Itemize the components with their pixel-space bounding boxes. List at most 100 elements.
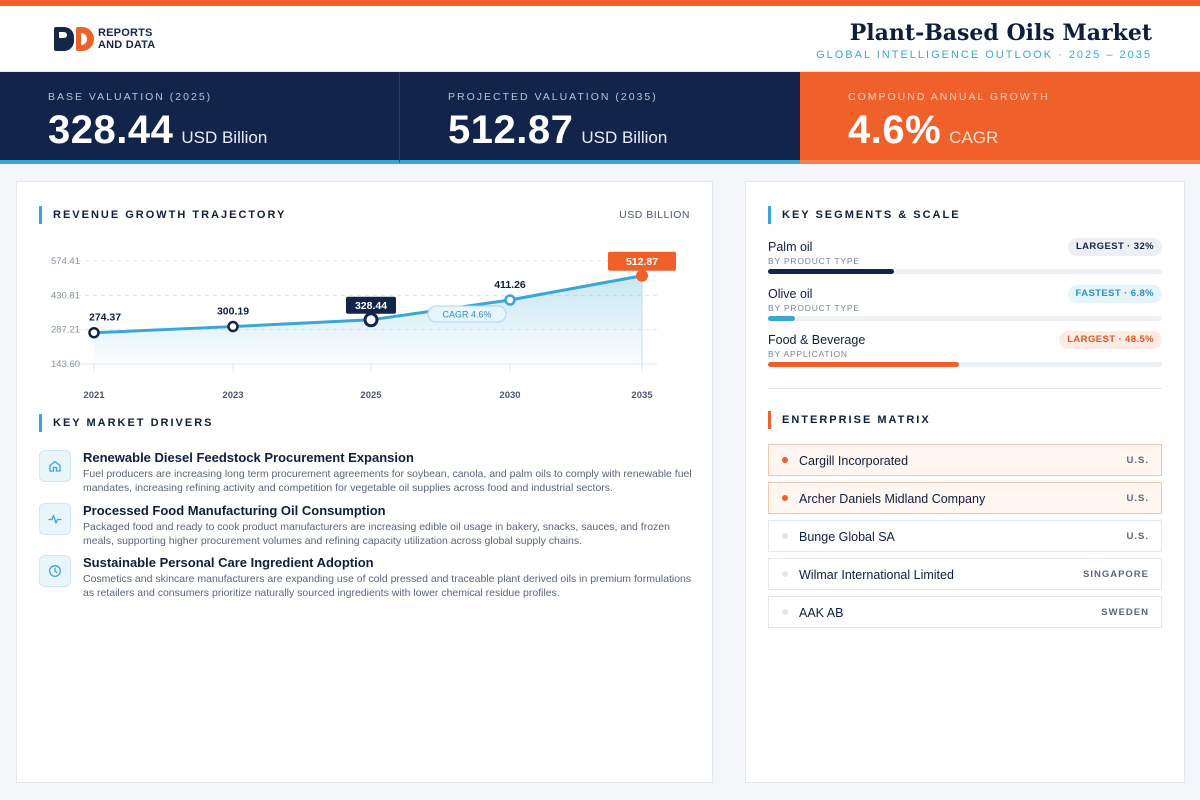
status-dot-icon	[782, 457, 788, 463]
data-label-badge	[608, 251, 676, 271]
pulse-icon	[39, 503, 71, 535]
enterprise-country: U.S.	[1126, 455, 1149, 466]
x-tick-label: 2025	[360, 390, 382, 401]
logo-text: REPORTS AND DATA	[98, 27, 156, 51]
header: REPORTS AND DATA Plant-Based Oils Market…	[0, 6, 1200, 72]
x-tick-label: 2023	[222, 390, 243, 401]
status-dot-icon	[782, 533, 788, 539]
page-title: Plant-Based Oils Market	[849, 20, 1152, 46]
segment-category: BY PRODUCT TYPE	[768, 256, 860, 266]
status-dot-icon	[782, 495, 788, 501]
x-tick-label: 2035	[631, 390, 653, 401]
stat-value: 512.87 USD Billion	[448, 108, 668, 152]
data-label: 300.19	[217, 306, 249, 318]
segment-bar-track	[768, 269, 1162, 274]
segment-category: BY APPLICATION	[768, 349, 848, 359]
data-label-badge	[346, 296, 396, 314]
enterprise-name: AAK AB	[799, 606, 844, 620]
enterprise-country: U.S.	[1126, 493, 1149, 504]
stat-unit: CAGR	[949, 128, 999, 147]
section-divider	[768, 388, 1162, 389]
stat-base-valuation: BASE VALUATION (2025) 328.44 USD Billion	[0, 72, 400, 164]
cagr-annotation-pill	[427, 305, 507, 323]
logo-mark-icon	[54, 27, 94, 51]
driver-title: Processed Food Manufacturing Oil Consump…	[83, 503, 386, 518]
segment-badge: FASTEST · 6.8%	[1067, 285, 1162, 303]
clock-icon	[39, 555, 71, 587]
stat-unit: USD Billion	[181, 128, 268, 147]
data-point	[636, 269, 648, 282]
stats-banner: BASE VALUATION (2025) 328.44 USD Billion …	[0, 72, 1200, 164]
status-dot-icon	[782, 571, 788, 577]
data-point	[363, 312, 379, 328]
driver-title: Sustainable Personal Care Ingredient Ado…	[83, 555, 374, 570]
stat-projected-valuation: PROJECTED VALUATION (2035) 512.87 USD Bil…	[400, 72, 800, 164]
drivers-section-title: KEY MARKET DRIVERS	[39, 414, 213, 432]
x-tick-label: 2030	[499, 390, 520, 401]
enterprise-row[interactable]: Bunge Global SA U.S.	[768, 520, 1162, 552]
page-subtitle: GLOBAL INTELLIGENCE OUTLOOK · 2025 – 203…	[816, 49, 1152, 61]
segment-item: Food & Beverage BY APPLICATION LARGEST · 4…	[768, 331, 1162, 373]
driver-description: Packaged food and ready to cook product …	[83, 521, 670, 547]
enterprise-row[interactable]: Wilmar International Limited SINGAPORE	[768, 558, 1162, 590]
enterprise-country: SWEDEN	[1101, 607, 1149, 618]
chart-section-title: REVENUE GROWTH TRAJECTORY	[39, 206, 286, 224]
right-card: KEY SEGMENTS & SCALE Palm oil BY PRODUCT …	[745, 181, 1185, 783]
segment-item: Olive oil BY PRODUCT TYPE FASTEST · 6.8%	[768, 285, 1162, 327]
cagr-annotation-text: CAGR 4.6%	[442, 310, 491, 320]
revenue-line-chart: 143.60 287.21 430.81 574.41 2021 2023 2025 2030…	[51, 251, 676, 401]
segment-bar-fill	[768, 269, 895, 274]
brand-logo[interactable]: REPORTS AND DATA	[54, 26, 155, 52]
stat-label: BASE VALUATION (2025)	[48, 91, 213, 103]
data-label: 411.26	[494, 279, 526, 291]
data-point	[227, 320, 239, 333]
stat-value: 4.6% CAGR	[848, 108, 999, 152]
x-tick-label: 2021	[83, 390, 105, 401]
segment-badge: LARGEST · 32%	[1067, 238, 1162, 256]
enterprise-name: Archer Daniels Midland Company	[799, 492, 986, 506]
data-point	[504, 294, 516, 306]
driver-title: Renewable Diesel Feedstock Procurement E…	[83, 450, 414, 465]
segment-bar-track	[768, 362, 1162, 367]
y-tick-label: 287.21	[51, 325, 80, 336]
segment-item: Palm oil BY PRODUCT TYPE LARGEST · 32%	[768, 238, 1162, 280]
stat-value: 328.44 USD Billion	[48, 108, 268, 152]
data-label: 274.37	[89, 312, 121, 324]
status-dot-icon	[782, 609, 788, 615]
stat-unit: USD Billion	[581, 128, 668, 147]
y-tick-label: 430.81	[51, 290, 80, 301]
enterprise-row[interactable]: Cargill Incorporated U.S.	[768, 444, 1162, 476]
left-card: REVENUE GROWTH TRAJECTORY USD BILLION 14…	[16, 181, 713, 783]
enterprise-name: Cargill Incorporated	[799, 454, 909, 468]
enterprise-country: U.S.	[1126, 531, 1149, 542]
enterprise-section-title: ENTERPRISE MATRIX	[768, 411, 931, 429]
segment-bar-track	[768, 316, 1162, 321]
enterprise-row[interactable]: Archer Daniels Midland Company U.S.	[768, 482, 1162, 514]
stat-cagr: COMPOUND ANNUAL GROWTH 4.6% CAGR	[800, 72, 1200, 164]
stat-label: COMPOUND ANNUAL GROWTH	[848, 91, 1050, 103]
enterprise-row[interactable]: AAK AB SWEDEN	[768, 596, 1162, 628]
stat-label: PROJECTED VALUATION (2035)	[448, 91, 658, 103]
y-tick-label: 143.60	[51, 359, 80, 370]
segment-bar-fill	[768, 316, 795, 321]
data-point	[88, 326, 100, 339]
segment-name: Palm oil	[768, 240, 813, 254]
enterprise-country: SINGAPORE	[1082, 569, 1149, 580]
chart-unit-label: USD BILLION	[619, 209, 690, 221]
data-label: 328.44	[355, 300, 387, 312]
segment-category: BY PRODUCT TYPE	[768, 303, 860, 313]
home-icon	[39, 450, 71, 482]
driver-description: Cosmetics and skincare manufacturers are…	[83, 573, 692, 599]
top-accent-bar	[0, 0, 1200, 6]
area-fill	[94, 275, 642, 364]
data-label: 512.87	[626, 256, 658, 268]
enterprise-name: Wilmar International Limited	[799, 568, 954, 582]
segments-section-title: KEY SEGMENTS & SCALE	[768, 206, 961, 224]
segment-name: Food & Beverage	[768, 333, 866, 347]
segment-name: Olive oil	[768, 287, 813, 301]
enterprise-name: Bunge Global SA	[799, 530, 895, 544]
y-tick-label: 574.41	[51, 256, 80, 267]
segment-bar-fill	[768, 362, 960, 367]
segment-badge: LARGEST · 48.5%	[1059, 331, 1162, 349]
driver-description: Fuel producers are increasing long term …	[83, 468, 692, 494]
